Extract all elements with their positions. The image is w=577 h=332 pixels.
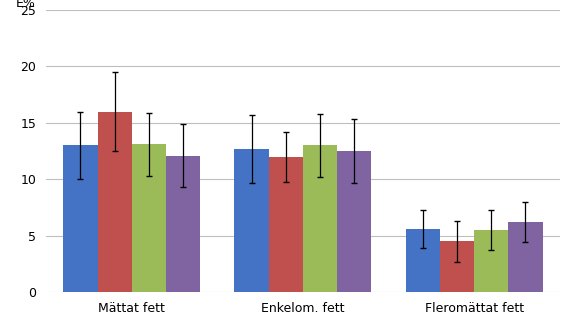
Bar [166, 156, 200, 292]
Bar [337, 151, 372, 292]
Bar [474, 230, 508, 292]
Bar [303, 145, 337, 292]
Y-axis label: E%: E% [16, 0, 36, 10]
Bar [508, 222, 542, 292]
Bar [440, 241, 474, 292]
Bar [98, 112, 132, 292]
Bar [234, 149, 269, 292]
Bar [63, 145, 98, 292]
Bar [269, 157, 303, 292]
Bar [132, 144, 166, 292]
Bar [406, 229, 440, 292]
